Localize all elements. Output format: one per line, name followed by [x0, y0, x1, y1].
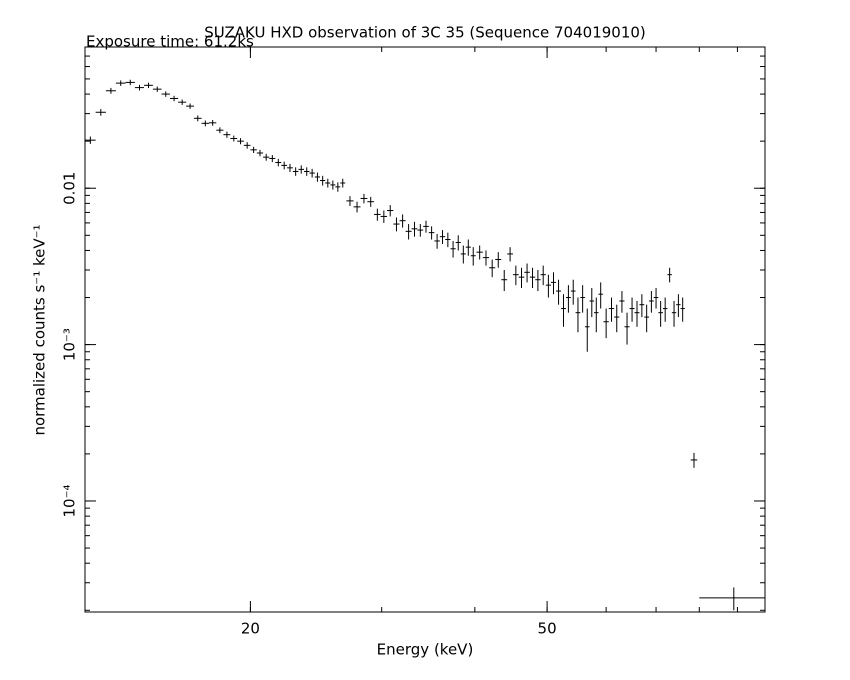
- chart-subtitle: Exposure time: 61.2ks: [86, 33, 254, 51]
- x-axis-label: Energy (keV): [377, 641, 474, 659]
- chart-title: SUZAKU HXD observation of 3C 35 (Sequenc…: [204, 24, 646, 42]
- y-axis-label: normalized counts s⁻¹ keV⁻¹: [31, 224, 49, 435]
- y-tick-label: 10⁻⁴: [61, 484, 79, 517]
- plot-frame: [84, 46, 766, 613]
- y-tick-label: 10⁻³: [61, 328, 79, 361]
- x-tick-label: 20: [241, 620, 260, 638]
- y-tick-label: 0.01: [61, 172, 79, 205]
- x-tick-label: 50: [538, 620, 557, 638]
